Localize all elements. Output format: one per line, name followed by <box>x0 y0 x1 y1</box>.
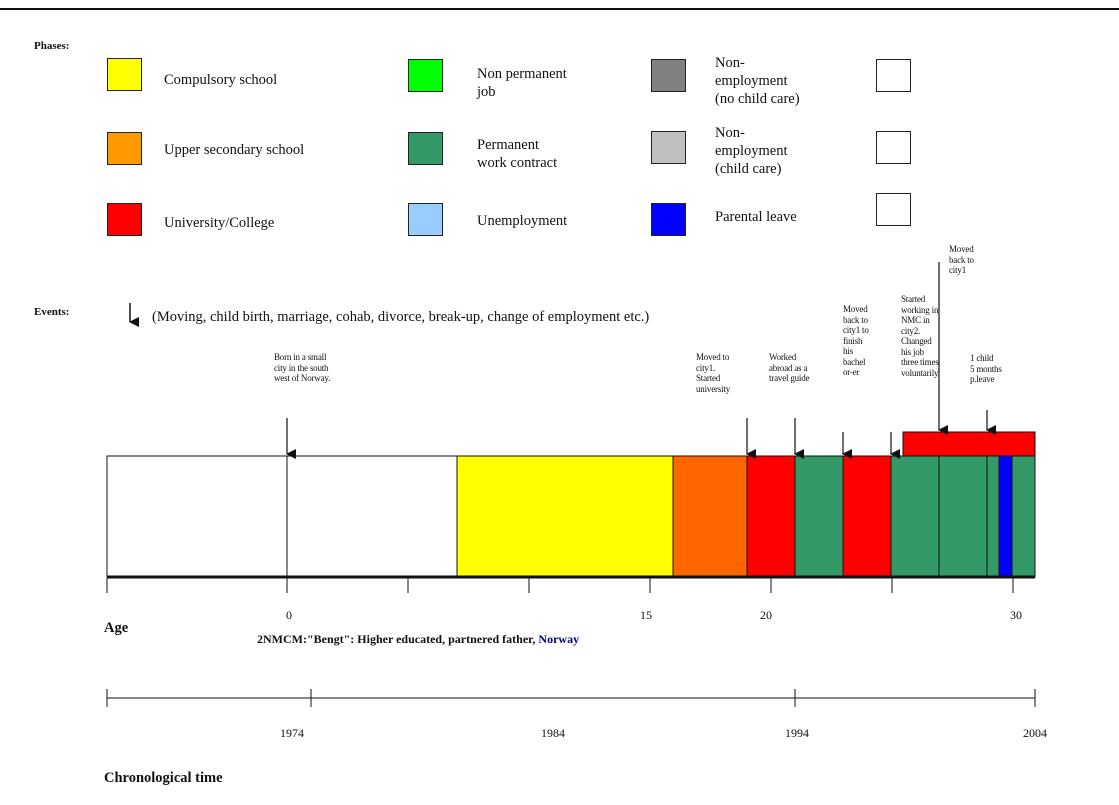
legend-swatch-permanent-work <box>408 132 443 165</box>
legend-label-permanent-work: Permanent work contract <box>477 137 558 171</box>
age-axis-ticks <box>106 578 1014 593</box>
legend-swatch-non-employment-no-child-care <box>651 59 686 92</box>
chrono-tick-2004: 2004 <box>1023 726 1047 740</box>
legend-swatch-empty-1 <box>876 59 911 92</box>
legend-swatch-compulsory-school <box>107 58 142 91</box>
age-tick-30: 30 <box>1010 608 1022 622</box>
segment-compulsory-school <box>456 455 674 578</box>
legend-label-unemployment: Unemployment <box>477 213 568 229</box>
chrono-tick-1974: 1974 <box>280 726 304 740</box>
event-born: Born in a small city in the south west o… <box>274 352 331 383</box>
age-axis-label: Age <box>104 620 129 636</box>
caption-country: Norway <box>538 632 580 646</box>
segment-upper-secondary <box>672 455 748 578</box>
segment-permanent-work-3 <box>938 455 988 578</box>
legend-label-non-permanent-job: Non permanent job <box>477 66 567 100</box>
segment-permanent-work-1 <box>794 455 844 578</box>
events-description: (Moving, child birth, marriage, cohab, d… <box>152 309 650 325</box>
legend-swatch-non-permanent-job <box>408 59 443 92</box>
legend-label-compulsory-school: Compulsory school <box>164 72 278 88</box>
legend-label-parental-leave: Parental leave <box>715 209 797 225</box>
event-moved-back-finish: Moved back to city1 to finish his bachel… <box>843 304 869 377</box>
segment-university-1 <box>746 455 796 578</box>
legend-swatch-upper-secondary <box>107 132 142 165</box>
caption: 2NMCM:"Bengt": Higher educated, partnere… <box>257 632 579 647</box>
chrono-tick-1994: 1994 <box>785 726 809 740</box>
segment-permanent-work-5 <box>1011 455 1036 578</box>
phases-heading: Phases: <box>34 40 70 52</box>
event-worked-abroad: Worked abroad as a travel guide <box>769 352 810 383</box>
segment-permanent-work-2 <box>890 455 940 578</box>
chrono-tick-1984: 1984 <box>541 726 565 740</box>
legend-swatch-non-employment-child-care <box>651 131 686 164</box>
legend-label-upper-secondary: Upper secondary school <box>164 142 305 158</box>
legend-swatch-unemployment <box>408 203 443 236</box>
segment-permanent-work-4 <box>986 455 1000 578</box>
events-heading: Events: <box>34 306 70 318</box>
age-tick-20: 20 <box>760 608 772 622</box>
segment-university-2 <box>842 455 892 578</box>
top-rule <box>0 8 1119 10</box>
legend-label-non-employment-child-care: Non- employment (child care) <box>715 125 788 177</box>
event-started-working-nmc: Started working in NMC in city2. Changed… <box>901 294 940 378</box>
chrono-axis-ticks <box>106 689 1036 707</box>
legend-swatch-empty-2 <box>876 131 911 164</box>
legend-swatch-empty-3 <box>876 193 911 226</box>
overlay-bar-university <box>902 431 1036 457</box>
caption-prefix: 2NMCM:"Bengt": Higher educated, partnere… <box>257 632 539 646</box>
legend-label-non-employment-no-child-care: Non- employment (no child care) <box>715 55 800 107</box>
segment-parental-leave <box>998 455 1013 578</box>
event-moved-back-city1: Moved back to city1 <box>949 244 974 275</box>
chrono-axis-label: Chronological time <box>104 770 223 786</box>
event-moved-city1-university: Moved to city1. Started university <box>696 352 730 394</box>
legend-label-university: University/College <box>164 215 275 231</box>
age-tick-0: 0 <box>286 608 292 622</box>
event-child-parental-leave: 1 child 5 months p.leave <box>970 353 1002 384</box>
age-tick-15: 15 <box>640 608 652 622</box>
legend-swatch-university <box>107 203 142 236</box>
legend-swatch-parental-leave <box>651 203 686 236</box>
